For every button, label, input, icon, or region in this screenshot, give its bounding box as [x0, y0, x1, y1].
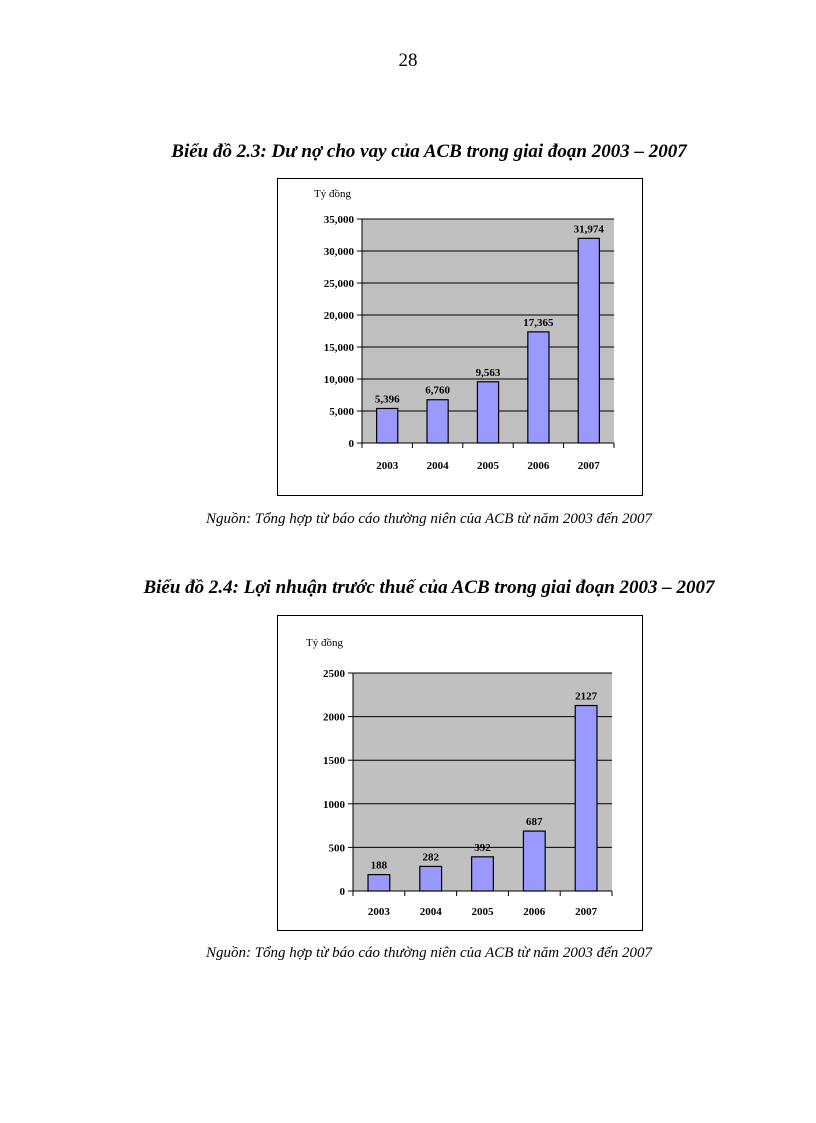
bar — [577, 237, 600, 444]
plot-area — [353, 673, 612, 891]
chart-2-container: 0 500 1000 1500 2000 2500 Tỷ đồng 188 2003 282 200… — [277, 615, 643, 931]
x-tick-label: 2003 — [376, 460, 399, 472]
chart-1-title: Biểu đồ 2.3: Dư nợ cho vay của ACB trong… — [171, 141, 687, 162]
data-label: 687 — [526, 816, 543, 828]
bar — [574, 704, 598, 892]
x-tick-label: 2005 — [472, 906, 495, 918]
data-label: 282 — [422, 851, 439, 863]
data-label: 6,760 — [425, 385, 450, 397]
y-tick-label: 25,000 — [324, 278, 355, 290]
x-tick-label: 2006 — [527, 460, 550, 472]
chart-1-source: Nguồn: Tổng hợp từ báo cáo thường niên c… — [205, 511, 653, 527]
data-label: 31,974 — [574, 223, 605, 235]
y-tick-label: 2500 — [323, 668, 346, 680]
bar — [522, 830, 546, 892]
y-tick-label: 500 — [329, 842, 346, 854]
chart-2-svg: 0 500 1000 1500 2000 2500 Tỷ đồng 188 2003 282 200… — [306, 637, 613, 918]
y-tick-label: 1000 — [323, 799, 346, 811]
data-label: 392 — [474, 842, 491, 854]
chart-2-title: Biểu đồ 2.4: Lợi nhuận trước thuế của AC… — [143, 577, 715, 598]
data-label: 9,563 — [476, 367, 501, 379]
y-tick-label: 30,000 — [324, 246, 355, 258]
page-number: 28 — [398, 50, 418, 71]
x-tick-label: 2005 — [477, 460, 500, 472]
x-tick-label: 2003 — [368, 906, 391, 918]
data-label: 17,365 — [523, 317, 554, 329]
y-tick-label: 20,000 — [324, 310, 355, 322]
y-axis-unit-label: Tỷ đồng — [314, 188, 351, 200]
y-tick-label: 0 — [340, 886, 346, 898]
bar — [419, 865, 443, 892]
chart-2-source: Nguồn: Tổng hợp từ báo cáo thường niên c… — [205, 945, 653, 961]
bar — [527, 331, 550, 444]
x-tick-label: 2004 — [427, 460, 450, 472]
bar — [426, 399, 449, 444]
y-axis-unit-label: Tỷ đồng — [306, 637, 343, 649]
y-tick-label: 5,000 — [329, 406, 354, 418]
data-label: 2127 — [575, 691, 598, 703]
chart-1-container: 0 5,000 10,000 15,000 20,000 25,000 30,000 35,0… — [277, 178, 643, 496]
bar — [471, 856, 494, 892]
y-tick-label: 35,000 — [324, 214, 355, 226]
y-tick-label: 2000 — [323, 712, 346, 724]
data-label: 5,396 — [375, 393, 400, 405]
y-tick-label: 10,000 — [324, 374, 355, 386]
x-tick-label: 2006 — [523, 906, 546, 918]
data-label: 188 — [371, 860, 388, 872]
bar — [376, 407, 399, 444]
bar — [367, 874, 391, 892]
y-tick-label: 15,000 — [324, 342, 355, 354]
y-tick-label: 0 — [349, 438, 355, 450]
y-tick-label: 1500 — [323, 755, 346, 767]
x-tick-label: 2004 — [420, 906, 443, 918]
chart-1-svg: 0 5,000 10,000 15,000 20,000 25,000 30,000 35,0… — [314, 188, 615, 472]
x-tick-label: 2007 — [578, 460, 601, 472]
bar — [476, 381, 500, 444]
x-tick-label: 2007 — [575, 906, 598, 918]
